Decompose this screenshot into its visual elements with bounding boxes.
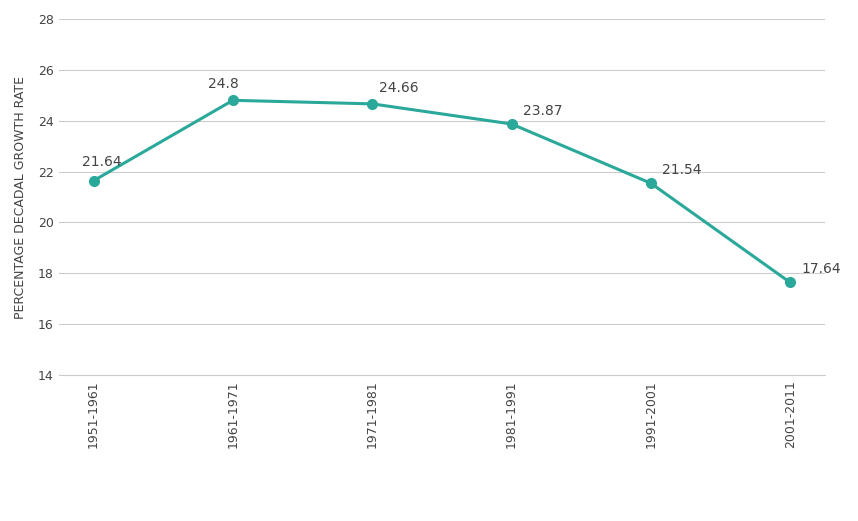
Text: 23.87: 23.87 — [523, 104, 562, 118]
Text: 21.64: 21.64 — [82, 155, 122, 169]
Line: India: India — [88, 95, 795, 288]
India — [227, 97, 238, 104]
Text: 17.64: 17.64 — [801, 262, 841, 276]
India — [88, 178, 99, 184]
India — [646, 180, 656, 187]
India — [785, 279, 795, 286]
Text: 21.54: 21.54 — [662, 163, 702, 177]
India — [367, 101, 378, 107]
India — [506, 121, 517, 127]
Y-axis label: PERCENTAGE DECADAL GROWTH RATE: PERCENTAGE DECADAL GROWTH RATE — [14, 76, 27, 318]
Text: 24.66: 24.66 — [379, 81, 419, 95]
Text: 24.8: 24.8 — [208, 78, 239, 91]
